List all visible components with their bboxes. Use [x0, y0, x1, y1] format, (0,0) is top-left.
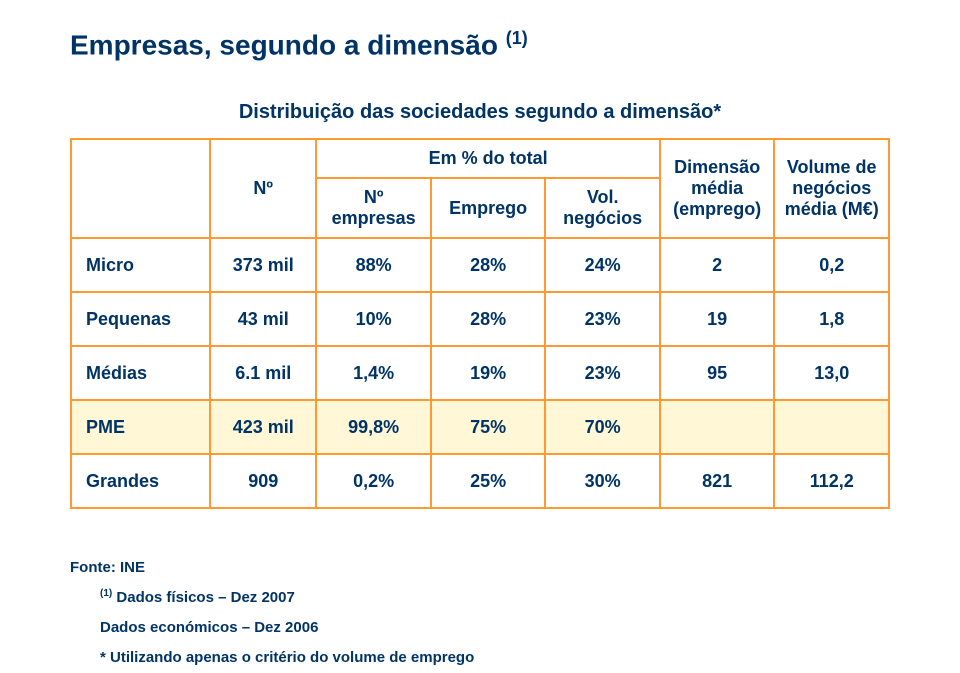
table-row-pme: PME 423 mil 99,8% 75% 70% [71, 400, 889, 454]
cell: 2 [660, 238, 775, 292]
cell: 13,0 [774, 346, 889, 400]
cell: 6.1 mil [210, 346, 316, 400]
col-n-empresas: Nº empresas [316, 178, 431, 238]
row-label: Médias [71, 346, 210, 400]
footnote-1-sup: (1) [100, 588, 112, 599]
cell: 10% [316, 292, 431, 346]
data-table: Nº Em % do total Dimensão média (emprego… [70, 138, 890, 509]
footnote-1-text: Dados físicos – Dez 2007 [112, 589, 295, 606]
table-head: Nº Em % do total Dimensão média (emprego… [71, 139, 889, 238]
cell [660, 400, 775, 454]
footnote-2: Dados económicos – Dez 2006 [100, 613, 890, 643]
fonte-line: Fonte: INE [70, 553, 890, 583]
title-text: Empresas, segundo a dimensão [70, 29, 498, 60]
col-vol-media: Volume de negócios média (M€) [774, 139, 889, 238]
cell: 23% [545, 292, 660, 346]
page-title: Empresas, segundo a dimensão (1) [70, 28, 890, 61]
cell: 24% [545, 238, 660, 292]
col-emprego: Emprego [431, 178, 546, 238]
col-blank [71, 139, 210, 238]
col-vol-neg: Vol. negócios [545, 178, 660, 238]
col-n: Nº [210, 139, 316, 238]
row-label: Grandes [71, 454, 210, 508]
cell: 821 [660, 454, 775, 508]
col-dim-media: Dimensão média (emprego) [660, 139, 775, 238]
cell: 1,8 [774, 292, 889, 346]
footnotes: Fonte: INE (1) Dados físicos – Dez 2007 … [70, 553, 890, 673]
table-row: Médias 6.1 mil 1,4% 19% 23% 95 13,0 [71, 346, 889, 400]
col-pct-group: Em % do total [316, 139, 660, 178]
cell: 0,2% [316, 454, 431, 508]
table-row: Pequenas 43 mil 10% 28% 23% 19 1,8 [71, 292, 889, 346]
row-label: PME [71, 400, 210, 454]
cell: 1,4% [316, 346, 431, 400]
row-label: Micro [71, 238, 210, 292]
table-row: Grandes 909 0,2% 25% 30% 821 112,2 [71, 454, 889, 508]
cell: 423 mil [210, 400, 316, 454]
cell: 23% [545, 346, 660, 400]
cell: 70% [545, 400, 660, 454]
cell: 95 [660, 346, 775, 400]
cell: 99,8% [316, 400, 431, 454]
cell: 28% [431, 292, 546, 346]
title-superscript: (1) [506, 28, 528, 48]
cell: 25% [431, 454, 546, 508]
row-label: Pequenas [71, 292, 210, 346]
cell: 43 mil [210, 292, 316, 346]
footnote-1: (1) Dados físicos – Dez 2007 [100, 583, 890, 613]
cell: 373 mil [210, 238, 316, 292]
cell: 28% [431, 238, 546, 292]
table-body: Micro 373 mil 88% 28% 24% 2 0,2 Pequenas… [71, 238, 889, 508]
table-row: Micro 373 mil 88% 28% 24% 2 0,2 [71, 238, 889, 292]
cell: 0,2 [774, 238, 889, 292]
table-container: Distribuição das sociedades segundo a di… [70, 101, 890, 509]
cell: 19 [660, 292, 775, 346]
slide: Empresas, segundo a dimensão (1) Distrib… [0, 0, 960, 669]
table-caption: Distribuição das sociedades segundo a di… [70, 101, 890, 124]
cell: 909 [210, 454, 316, 508]
cell: 88% [316, 238, 431, 292]
cell: 75% [431, 400, 546, 454]
cell [774, 400, 889, 454]
cell: 30% [545, 454, 660, 508]
cell: 112,2 [774, 454, 889, 508]
cell: 19% [431, 346, 546, 400]
